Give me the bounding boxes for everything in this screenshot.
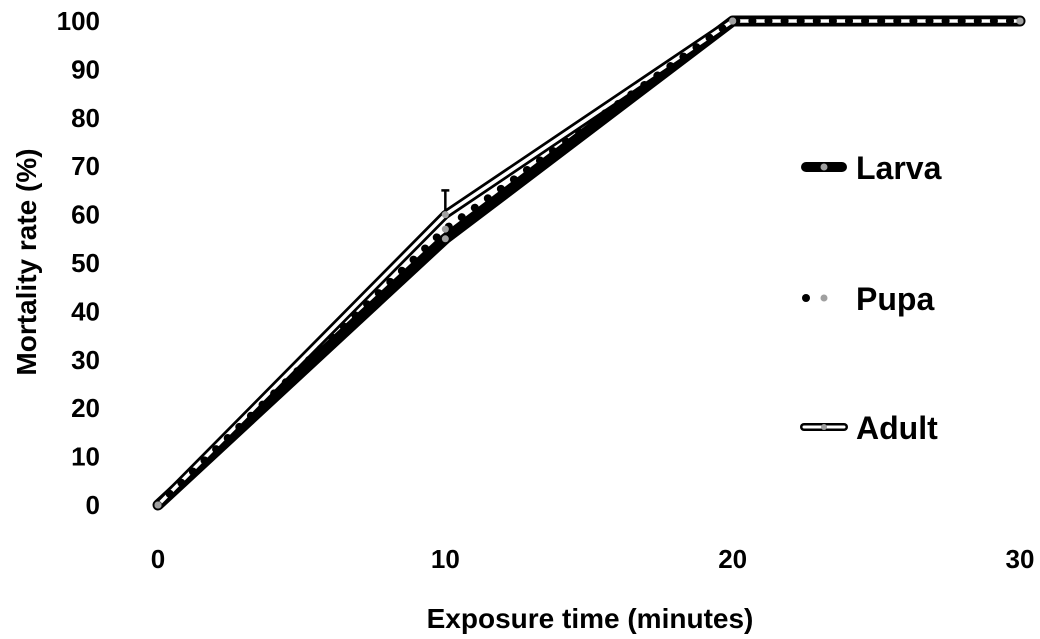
y-axis-title: Mortality rate (%) (11, 148, 42, 375)
legend-marker-larva (820, 163, 828, 171)
series-line-adult-core (156, 19, 1022, 507)
y-axis-ticks: 0 10 20 30 40 50 60 70 80 90 100 (57, 6, 100, 520)
data-point-adult (1016, 17, 1024, 25)
data-point-pupa (441, 225, 449, 233)
legend-label-adult: Adult (856, 410, 938, 446)
legend-label-larva: Larva (856, 150, 942, 186)
x-axis-title: Exposure time (minutes) (427, 603, 754, 634)
data-point-adult (729, 17, 737, 25)
y-tick-label: 20 (71, 393, 100, 423)
legend-swatch-pupa (802, 294, 810, 302)
y-tick-label: 70 (71, 151, 100, 181)
data-point-adult (441, 211, 449, 219)
series-line-pupa (154, 17, 1024, 509)
y-tick-label: 90 (71, 54, 100, 84)
legend: Larva Pupa Adult (800, 150, 942, 446)
y-tick-label: 40 (71, 296, 100, 326)
y-tick-label: 80 (71, 103, 100, 133)
y-tick-label: 0 (86, 490, 100, 520)
data-point-larva (441, 235, 449, 243)
x-tick-label: 0 (151, 544, 165, 574)
y-tick-label: 10 (71, 442, 100, 472)
y-tick-label: 50 (71, 248, 100, 278)
legend-marker-adult (821, 424, 827, 430)
y-tick-label: 30 (71, 345, 100, 375)
y-tick-label: 100 (57, 6, 100, 36)
legend-marker-pupa (820, 294, 828, 302)
plot-area (152, 15, 1026, 511)
x-tick-label: 30 (1006, 544, 1035, 574)
x-axis-ticks: 0 10 20 30 (151, 544, 1035, 574)
data-point-adult (154, 501, 162, 509)
x-tick-label: 20 (718, 544, 747, 574)
legend-label-pupa: Pupa (856, 281, 934, 317)
x-tick-label: 10 (431, 544, 460, 574)
y-tick-label: 60 (71, 200, 100, 230)
